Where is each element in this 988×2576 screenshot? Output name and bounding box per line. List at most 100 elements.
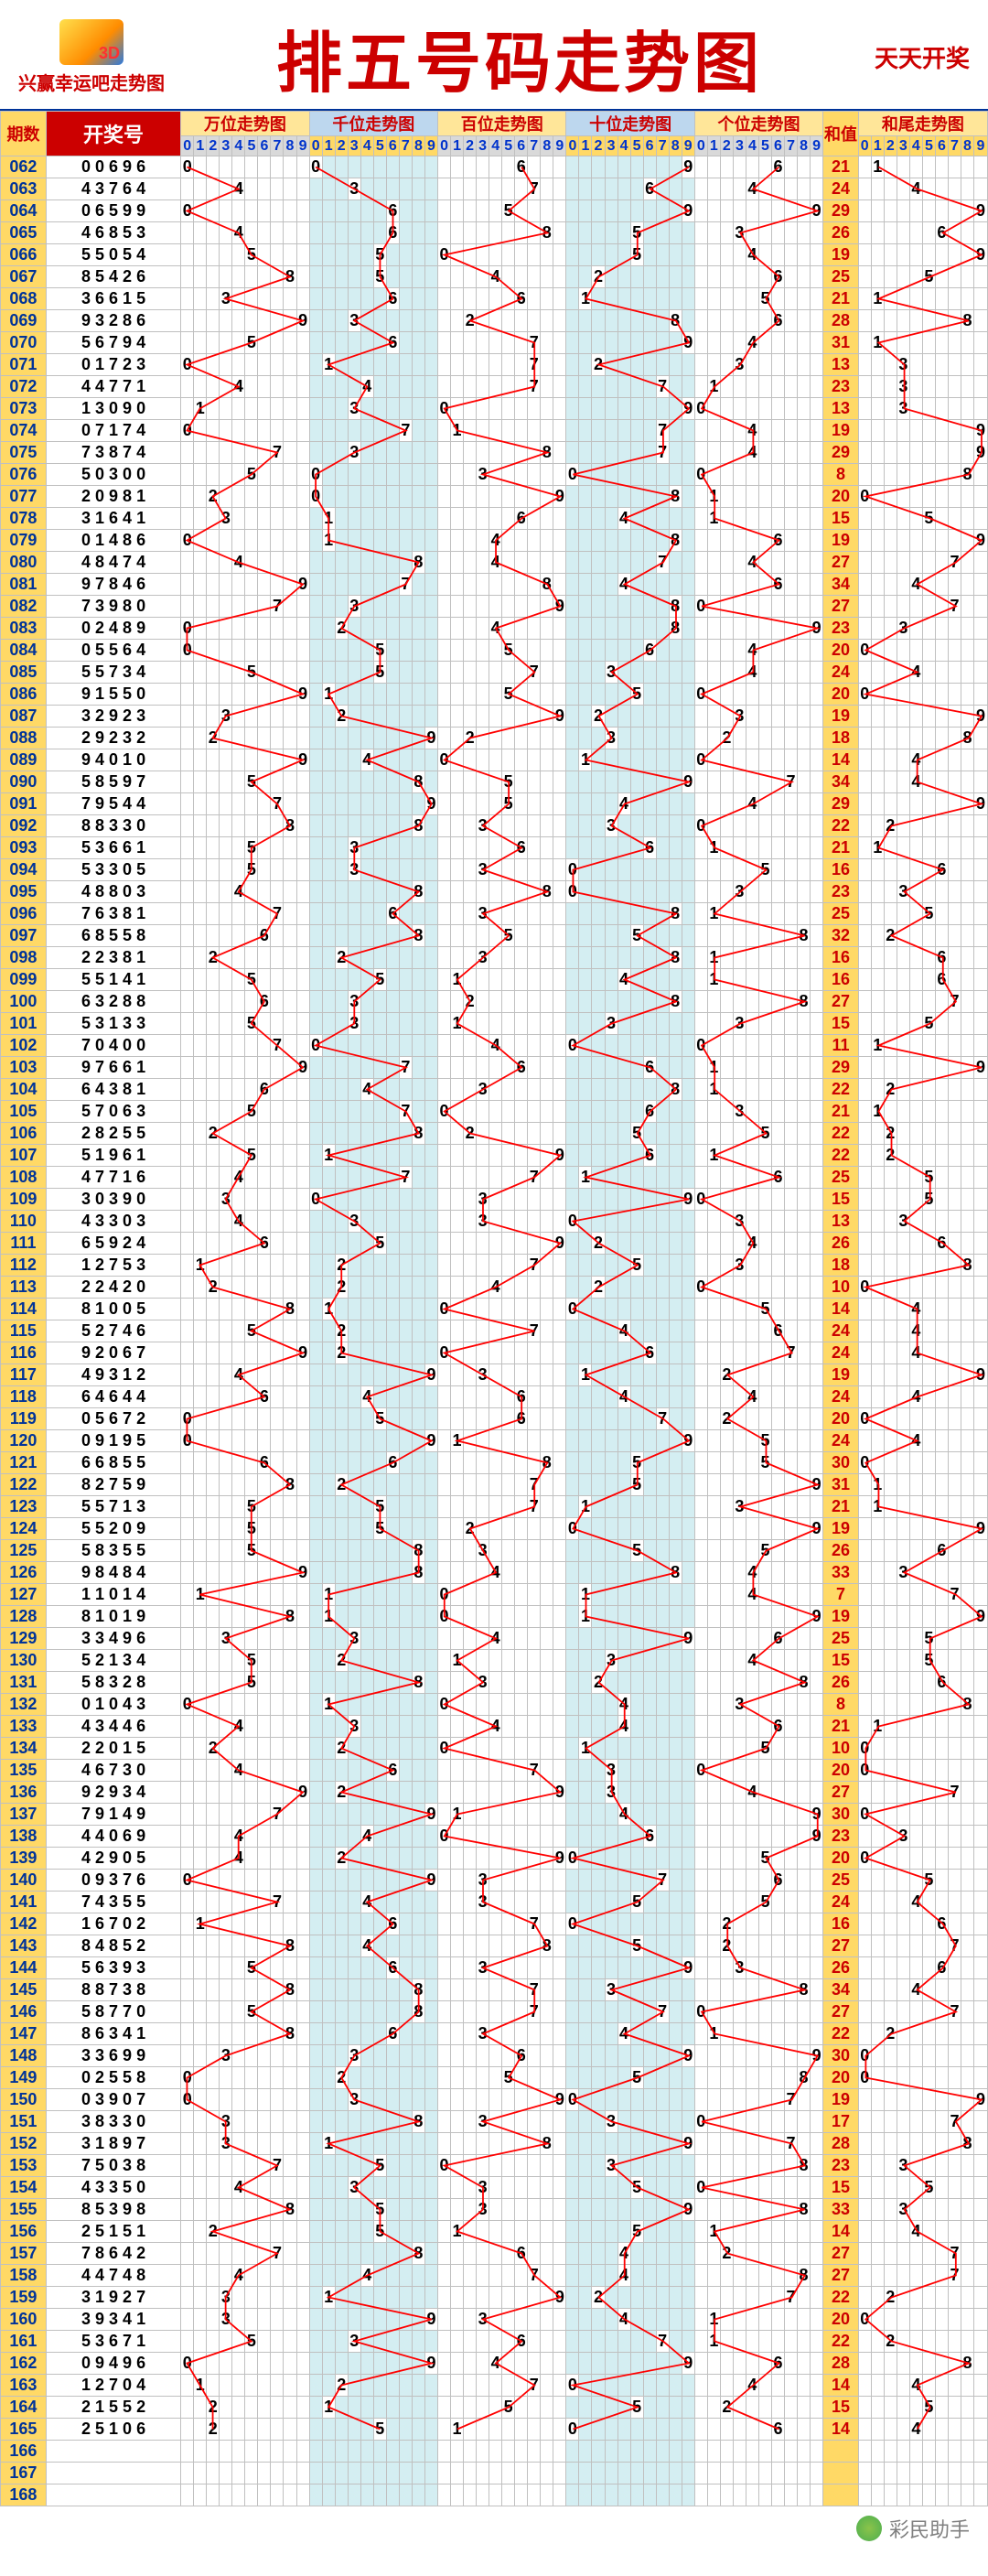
trend-cell [694, 903, 707, 925]
trend-cell [948, 1386, 961, 1408]
trend-cell [733, 1628, 746, 1650]
trend-cell [948, 640, 961, 662]
trend-cell [771, 1540, 784, 1562]
trend-cell [245, 1804, 258, 1826]
trend-cell [271, 376, 284, 398]
trend-cell [897, 1299, 909, 1320]
trend-cell [811, 1101, 823, 1123]
trend-cell [871, 508, 884, 530]
trend-cell [733, 771, 746, 793]
trend-cell [974, 925, 988, 947]
trend-cell [720, 310, 733, 332]
trend-cell [618, 1650, 630, 1672]
trend-cell: 4 [746, 178, 758, 200]
trend-cell [798, 1101, 811, 1123]
trend-cell [798, 706, 811, 728]
cell-kjh: 7 9 1 4 9 [46, 1804, 180, 1826]
trend-cell [451, 178, 464, 200]
trend-cell [630, 1760, 643, 1782]
trend-cell [630, 1342, 643, 1364]
trend-cell [669, 332, 682, 354]
trend-cell [360, 332, 373, 354]
trend-cell: 5 [758, 859, 771, 881]
col-digit: 2 [207, 136, 220, 156]
trend-cell [477, 991, 489, 1013]
trend-cell [656, 596, 669, 618]
trend-cell: 3 [477, 1540, 489, 1562]
trend-cell [322, 1826, 335, 1848]
trend-cell [669, 706, 682, 728]
trend-cell [733, 508, 746, 530]
trend-cell [207, 222, 220, 244]
trend-cell [643, 552, 656, 574]
trend-cell [630, 793, 643, 815]
trend-cell [464, 1320, 477, 1342]
cell-kjh: 0 7 1 7 4 [46, 420, 180, 442]
trend-cell [948, 354, 961, 376]
trend-cell [707, 1299, 720, 1320]
trend-cell [811, 859, 823, 881]
trend-cell [682, 1386, 694, 1408]
trend-cell [541, 815, 553, 837]
trend-cell: 2 [884, 1079, 897, 1101]
col-digit: 0 [694, 136, 707, 156]
trend-cell: 5 [245, 1101, 258, 1123]
trend-cell [871, 310, 884, 332]
trend-cell [515, 574, 528, 596]
trend-cell [656, 640, 669, 662]
trend-cell [618, 1606, 630, 1628]
trend-cell [922, 1145, 935, 1167]
cell-period: 063 [1, 178, 47, 200]
trend-cell [553, 574, 566, 596]
trend-cell [605, 1211, 618, 1233]
trend-cell [477, 969, 489, 991]
trend-cell [207, 310, 220, 332]
trend-cell [909, 793, 922, 815]
trend-cell: 6 [643, 640, 656, 662]
trend-cell [720, 1540, 733, 1562]
trend-cell: 5 [922, 1628, 935, 1650]
trend-cell [271, 771, 284, 793]
trend-cell [798, 1320, 811, 1342]
trend-cell [771, 442, 784, 464]
trend-cell [785, 596, 798, 618]
trend-cell [232, 574, 245, 596]
trend-cell [948, 1606, 961, 1628]
trend-cell: 9 [682, 398, 694, 420]
trend-cell [720, 508, 733, 530]
trend-cell [399, 1233, 412, 1255]
trend-cell [528, 969, 541, 991]
trend-cell [694, 706, 707, 728]
trend-cell [399, 156, 412, 178]
trend-cell: 2 [335, 618, 348, 640]
trend-cell [733, 464, 746, 486]
trend-cell [528, 288, 541, 310]
trend-cell [592, 1804, 605, 1826]
trend-cell [515, 1430, 528, 1452]
trend-cell [897, 442, 909, 464]
trend-cell: 8 [669, 1562, 682, 1584]
trend-cell [296, 1013, 309, 1035]
trend-cell [271, 1716, 284, 1738]
trend-cell [258, 244, 271, 266]
trend-cell [785, 464, 798, 486]
cell-sum: 16 [823, 859, 859, 881]
trend-cell [935, 354, 948, 376]
trend-cell [961, 530, 973, 552]
trend-cell [515, 749, 528, 771]
trend-cell [858, 706, 871, 728]
trend-cell [630, 1079, 643, 1101]
trend-cell [579, 530, 592, 552]
trend-cell [909, 684, 922, 706]
trend-cell [746, 1211, 758, 1233]
trend-cell [335, 640, 348, 662]
trend-cell [296, 991, 309, 1013]
trend-cell [682, 420, 694, 442]
trend-cell: 2 [884, 1123, 897, 1145]
trend-cell [592, 837, 605, 859]
trend-cell [922, 574, 935, 596]
trend-cell [897, 178, 909, 200]
cell-kjh: 4 8 8 0 3 [46, 881, 180, 903]
trend-cell [961, 1760, 973, 1782]
cell-kjh: 5 5 7 3 4 [46, 662, 180, 684]
